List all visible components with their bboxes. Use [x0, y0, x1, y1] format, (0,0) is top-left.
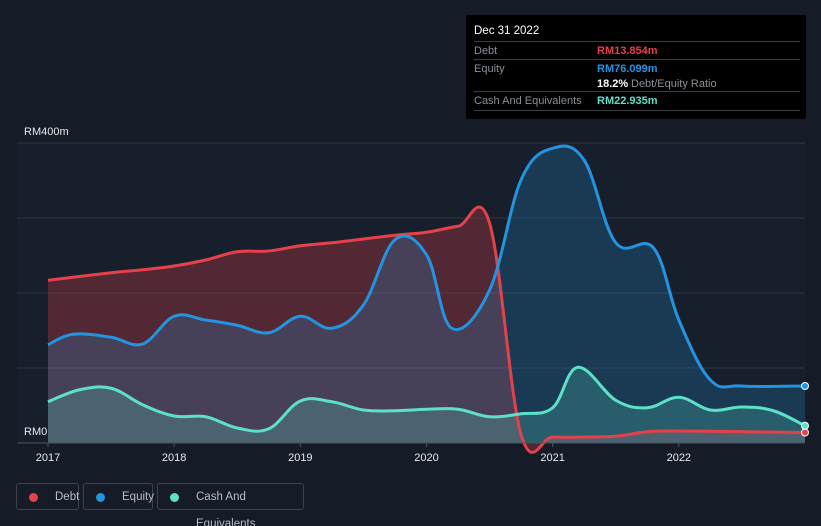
cash-and-equivalents-line	[47, 365, 806, 433]
equity-end-point	[801, 382, 809, 390]
x-tick-label: 2018	[162, 452, 186, 464]
debt-dot-icon	[29, 493, 38, 502]
label: Cash And Equivalents	[474, 95, 582, 107]
equity-dot-icon	[96, 493, 105, 502]
x-tick-label: 2019	[288, 452, 312, 464]
legend-equity[interactable]: Equity	[83, 483, 154, 510]
legend-label: Cash And Equivalents	[196, 491, 256, 526]
x-tick-label: 2020	[414, 452, 438, 464]
y-axis-bottom-label: RM0	[24, 426, 47, 438]
legend-cash[interactable]: Cash And Equivalents	[157, 483, 304, 526]
cash-and-equivalents-area	[48, 367, 805, 443]
legend-label: Debt	[55, 491, 80, 503]
value: RM76.099m	[597, 63, 658, 75]
value: RM22.935m	[597, 95, 658, 107]
debt-end-point	[801, 428, 809, 437]
tooltip-equity-row: Equity RM76.099m	[474, 59, 800, 78]
tooltip-cash-row: Cash And Equivalents RM22.935m	[474, 91, 800, 111]
x-tick-label: 2021	[540, 452, 564, 464]
debt-area	[48, 206, 805, 453]
y-axis-top-label: RM400m	[24, 126, 69, 138]
value: 18.2%	[597, 78, 629, 90]
value: RM13.854m	[597, 45, 658, 57]
label: Debt	[474, 45, 498, 57]
tooltip: Dec 31 2022 Debt RM13.854m Equity RM76.099…	[466, 15, 806, 119]
tooltip-date: Dec 31 2022	[474, 25, 540, 37]
cash-dot-icon	[170, 493, 179, 502]
legend-label: Equity	[122, 491, 154, 503]
cash-and-equivalents-end-point	[801, 421, 809, 430]
debt-line	[47, 205, 806, 454]
tooltip-ratio-row: 18.2% Debt/Equity Ratio	[474, 75, 800, 93]
tooltip-debt-row: Debt RM13.854m	[474, 41, 800, 60]
equity-area	[48, 146, 805, 443]
ratio-label: Debt/Equity Ratio	[631, 78, 717, 90]
x-tick-label: 2017	[36, 452, 60, 464]
legend-debt[interactable]: Debt	[16, 483, 79, 510]
equity-line	[47, 144, 806, 389]
label: Equity	[474, 63, 505, 75]
x-tick-label: 2022	[667, 452, 691, 464]
